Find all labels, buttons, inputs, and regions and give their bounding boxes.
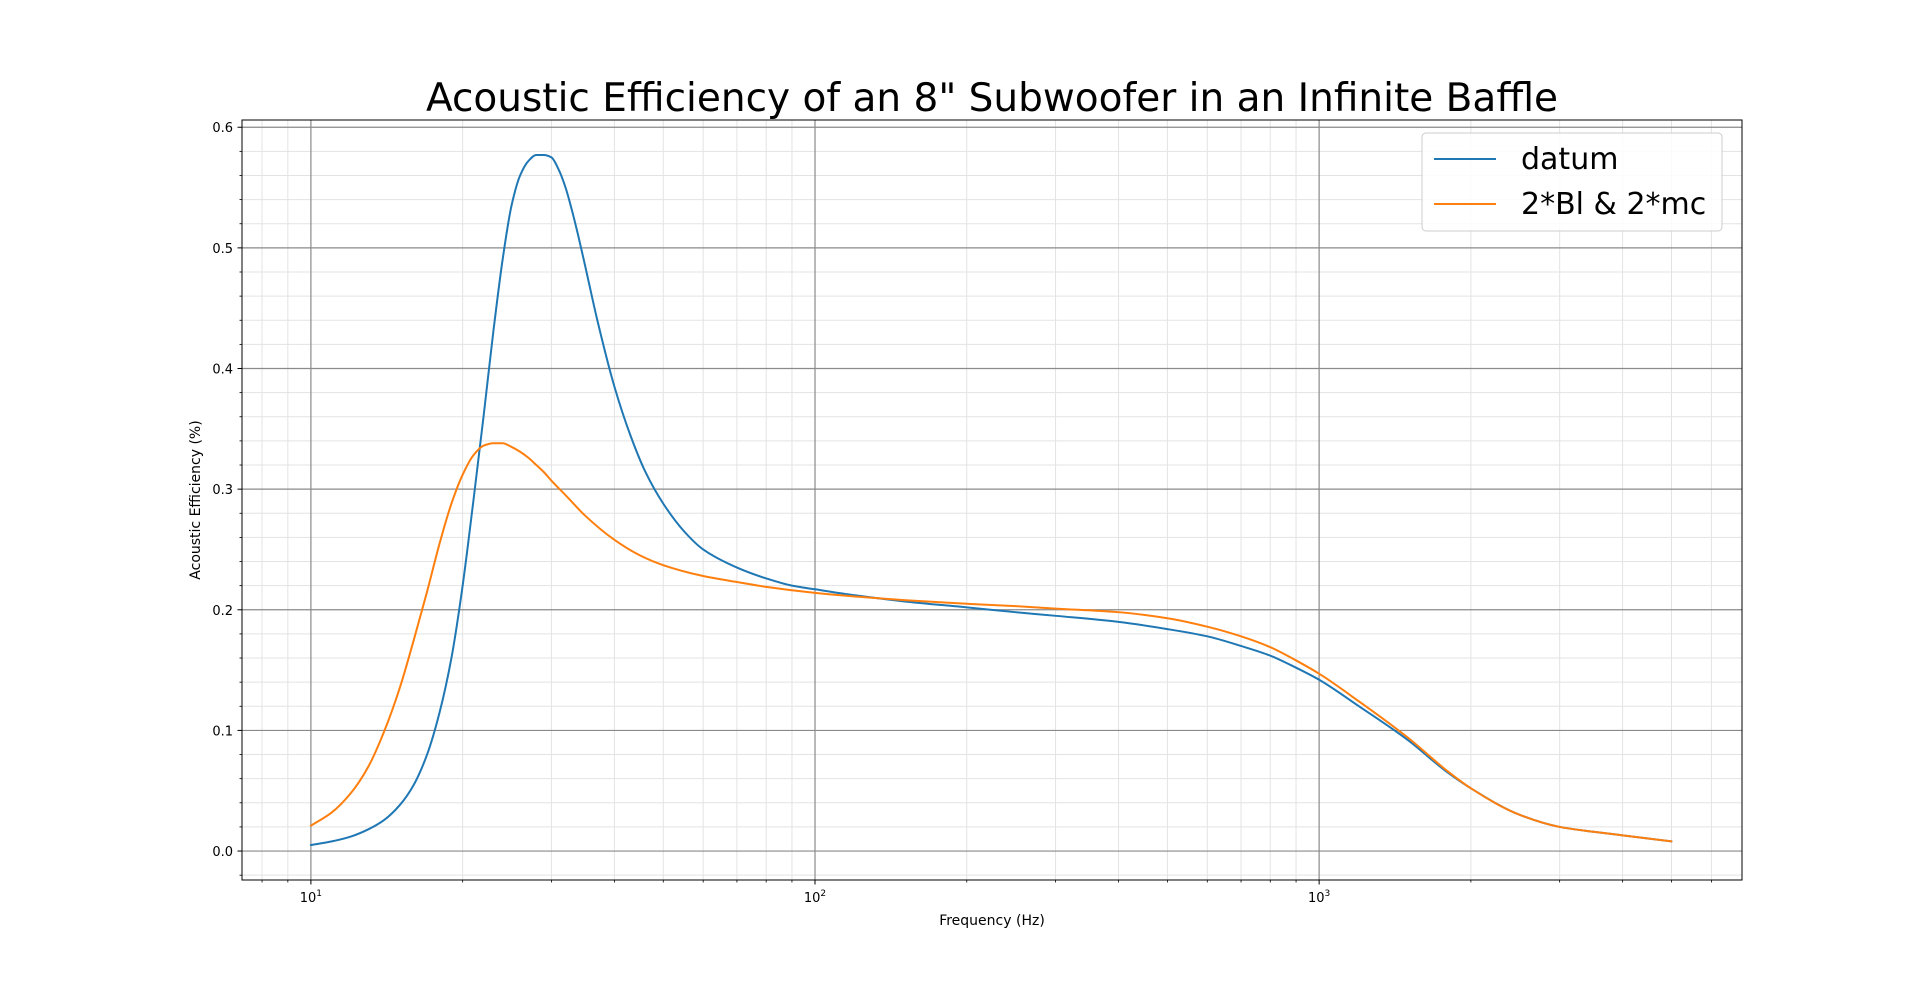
series-layer bbox=[309, 153, 1673, 847]
series-line-datum bbox=[309, 153, 1673, 847]
y-tick-label: 0.0 bbox=[212, 845, 233, 860]
y-tick-label: 0.5 bbox=[212, 242, 233, 257]
major-grid bbox=[242, 120, 1742, 880]
x-tick-label: 103 bbox=[1308, 889, 1330, 906]
x-tick-label: 102 bbox=[804, 889, 826, 906]
y-tick-label: 0.1 bbox=[212, 724, 233, 739]
plot-frame bbox=[241, 119, 1743, 881]
y-axis-label: Acoustic Efficiency (%) bbox=[188, 420, 204, 579]
y-tick-label: 0.4 bbox=[212, 363, 233, 378]
y-tick-label: 0.6 bbox=[212, 121, 233, 136]
legend: datum 2*Bl & 2*mc bbox=[1421, 132, 1723, 232]
x-axis-label: Frequency (Hz) bbox=[939, 913, 1045, 929]
y-tick-label: 0.2 bbox=[212, 604, 233, 619]
legend-label: 2*Bl & 2*mc bbox=[1521, 187, 1706, 222]
chart-title: Acoustic Efficiency of an 8" Subwoofer i… bbox=[426, 76, 1558, 121]
legend-label: datum bbox=[1521, 142, 1618, 177]
series-line-bl-mc bbox=[309, 442, 1673, 843]
x-tick-label: 101 bbox=[300, 889, 322, 906]
legend-box bbox=[1421, 132, 1723, 232]
x-axis-ticks: 101 102 103 bbox=[261, 880, 1712, 906]
minor-grid bbox=[242, 120, 1742, 880]
y-tick-label: 0.3 bbox=[212, 483, 233, 498]
y-axis-ticks: 0.0 0.1 0.2 0.3 0.4 0.5 0.6 bbox=[212, 121, 242, 876]
